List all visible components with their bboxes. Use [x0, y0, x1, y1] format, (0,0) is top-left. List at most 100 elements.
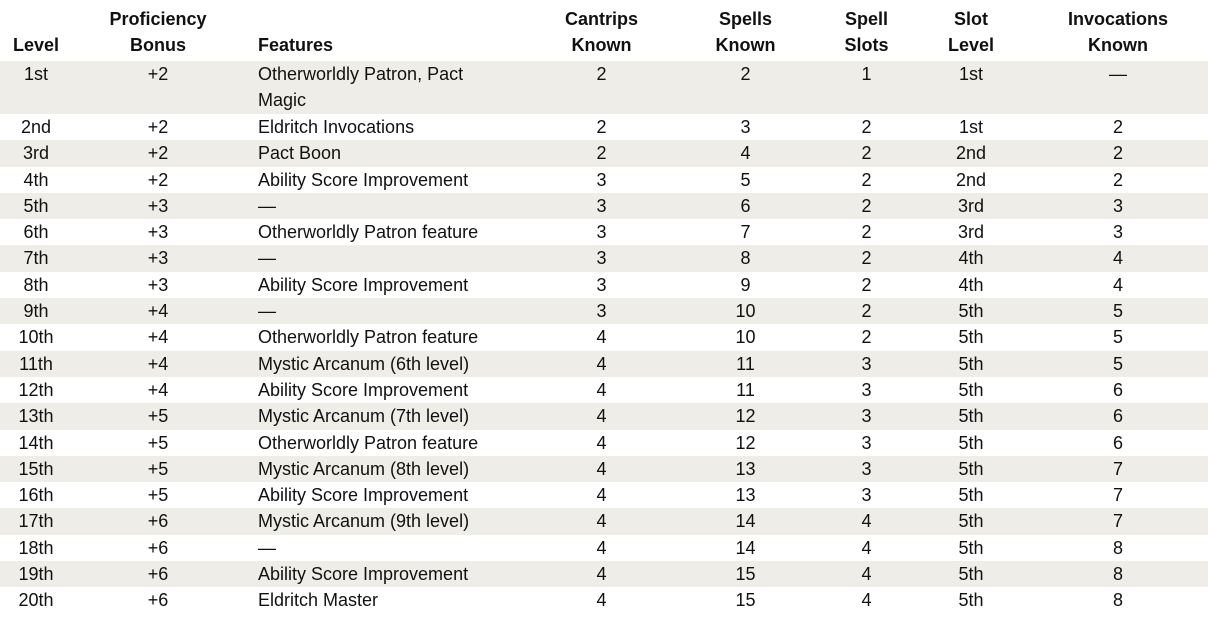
cell-slot-level: 2nd — [955, 169, 987, 190]
cell-invocations-known: 2 — [1112, 169, 1123, 190]
cell-features: Mystic Arcanum (9th level) — [258, 511, 470, 532]
cell-proficiency-bonus: +2 — [147, 64, 169, 84]
table-row: 6th +3 Otherworldly Patron feature 3 7 2 3rd 3 — [0, 219, 1208, 245]
cell-spells-known: 8 — [740, 248, 751, 269]
cell-slot-level: 3rd — [957, 195, 984, 216]
cell-cantrips-known: 4 — [596, 353, 607, 374]
cell-spell-slots: 2 — [861, 327, 872, 348]
cell-proficiency-bonus: +6 — [147, 590, 169, 611]
header-proficiency-bonus: Proficiency Bonus — [109, 9, 207, 55]
header-row: Level Proficiency Bonus Features Cantrips… — [0, 0, 1208, 61]
cell-invocations-known: 2 — [1112, 143, 1123, 164]
cell-invocations-known: 3 — [1112, 222, 1123, 243]
cell-spells-known: 4 — [740, 143, 751, 164]
cell-features: — — [258, 248, 276, 269]
cell-spells-known: 14 — [735, 537, 756, 558]
cell-proficiency-bonus: +5 — [147, 485, 169, 506]
cell-proficiency-bonus: +6 — [147, 564, 169, 585]
cell-spell-slots: 2 — [861, 117, 872, 137]
cell-slot-level: 5th — [958, 379, 984, 400]
cell-level: 7th — [23, 248, 49, 269]
cell-invocations-known: 3 — [1112, 195, 1123, 216]
table-body: 1st +2 Otherworldly Patron, Pact Magic 2 2 1 1… — [0, 61, 1208, 614]
cell-slot-level: 5th — [958, 590, 984, 611]
cell-invocations-known: 8 — [1112, 537, 1123, 558]
cell-proficiency-bonus: +6 — [147, 511, 169, 532]
cell-proficiency-bonus: +2 — [147, 169, 169, 190]
cell-features: Otherworldly Patron, Pact Magic — [258, 64, 464, 110]
header-level: Level — [12, 35, 60, 55]
header-features: Features — [258, 35, 334, 55]
cell-spell-slots: 3 — [861, 379, 872, 400]
table-row: 9th +4 — 3 10 2 5th 5 — [0, 298, 1208, 325]
cell-spells-known: 14 — [735, 511, 756, 532]
table-row: 14th +5 Otherworldly Patron feature 4 12 3 5th… — [0, 430, 1208, 456]
cell-spell-slots: 3 — [861, 485, 872, 506]
cell-spell-slots: 4 — [861, 537, 872, 558]
cell-spells-known: 2 — [740, 64, 751, 84]
cell-spell-slots: 2 — [861, 274, 872, 295]
cell-invocations-known: 4 — [1112, 248, 1123, 269]
cell-proficiency-bonus: +3 — [147, 195, 169, 216]
cell-slot-level: 5th — [958, 564, 984, 585]
cell-slot-level: 1st — [958, 117, 983, 137]
cell-features: Otherworldly Patron feature — [258, 222, 479, 243]
table-row: 8th +3 Ability Score Improvement 3 9 2 4th 4 — [0, 272, 1208, 298]
cell-spells-known: 13 — [735, 458, 756, 479]
cell-cantrips-known: 3 — [596, 248, 607, 269]
cell-features: Eldritch Invocations — [258, 117, 415, 137]
cell-invocations-known: — — [1109, 64, 1127, 84]
cell-cantrips-known: 2 — [596, 117, 607, 137]
cell-spells-known: 3 — [740, 117, 751, 137]
cell-cantrips-known: 2 — [596, 64, 607, 84]
cell-spells-known: 5 — [740, 169, 751, 190]
cell-level: 2nd — [20, 117, 52, 137]
table-row: 16th +5 Ability Score Improvement 4 13 3 5th 7 — [0, 482, 1208, 508]
table-row: 20th +6 Eldritch Master 4 15 4 5th 8 — [0, 587, 1208, 613]
cell-features: — — [258, 301, 276, 322]
table-row: 5th +3 — 3 6 2 3rd 3 — [0, 192, 1208, 220]
header-invocations-known: Invocations Known — [1067, 9, 1169, 55]
cell-proficiency-bonus: +5 — [147, 406, 169, 427]
cell-features: Mystic Arcanum (8th level) — [258, 458, 470, 479]
header-spell-slots: Spell Slots — [844, 9, 889, 55]
cell-slot-level: 5th — [958, 353, 984, 374]
cell-cantrips-known: 4 — [596, 511, 607, 532]
cell-spell-slots: 2 — [861, 169, 872, 190]
cell-spell-slots: 3 — [861, 432, 872, 453]
cell-proficiency-bonus: +4 — [147, 379, 169, 400]
table-row: 7th +3 — 3 8 2 4th 4 — [0, 245, 1208, 272]
cell-level: 9th — [23, 301, 49, 322]
cell-proficiency-bonus: +5 — [147, 432, 169, 453]
cell-level: 13th — [18, 406, 54, 427]
cell-invocations-known: 6 — [1112, 432, 1123, 453]
cell-slot-level: 5th — [958, 406, 984, 427]
cell-cantrips-known: 4 — [596, 406, 607, 427]
cell-features: Mystic Arcanum (6th level) — [258, 353, 470, 374]
cell-spell-slots: 1 — [861, 64, 872, 84]
cell-spells-known: 10 — [735, 301, 756, 322]
table-row: 15th +5 Mystic Arcanum (8th level) 4 13 3 5th 7 — [0, 455, 1208, 483]
table-row: 19th +6 Ability Score Improvement 4 15 4 5th 8 — [0, 561, 1208, 588]
cell-spells-known: 12 — [735, 432, 756, 453]
cell-spell-slots: 2 — [861, 301, 872, 322]
cell-invocations-known: 7 — [1112, 485, 1123, 506]
cell-slot-level: 1st — [958, 64, 983, 84]
cell-invocations-known: 6 — [1112, 379, 1123, 400]
cell-invocations-known: 2 — [1112, 117, 1123, 137]
cell-proficiency-bonus: +6 — [147, 537, 169, 558]
cell-level: 19th — [18, 564, 54, 585]
cell-proficiency-bonus: +3 — [147, 222, 169, 243]
cell-slot-level: 5th — [958, 301, 984, 322]
cell-slot-level: 5th — [958, 432, 984, 453]
cell-proficiency-bonus: +4 — [147, 301, 169, 322]
cell-spell-slots: 4 — [861, 511, 872, 532]
cell-level: 10th — [18, 327, 54, 348]
cell-spells-known: 9 — [740, 274, 751, 295]
table-row: 2nd +2 Eldritch Invocations 2 3 2 1st 2 — [0, 114, 1208, 140]
cell-invocations-known: 5 — [1112, 353, 1123, 374]
cell-proficiency-bonus: +4 — [147, 353, 169, 374]
cell-spell-slots: 3 — [861, 406, 872, 427]
table-row: 12th +4 Ability Score Improvement 4 11 3 5th 6 — [0, 377, 1208, 403]
cell-cantrips-known: 4 — [596, 432, 607, 453]
